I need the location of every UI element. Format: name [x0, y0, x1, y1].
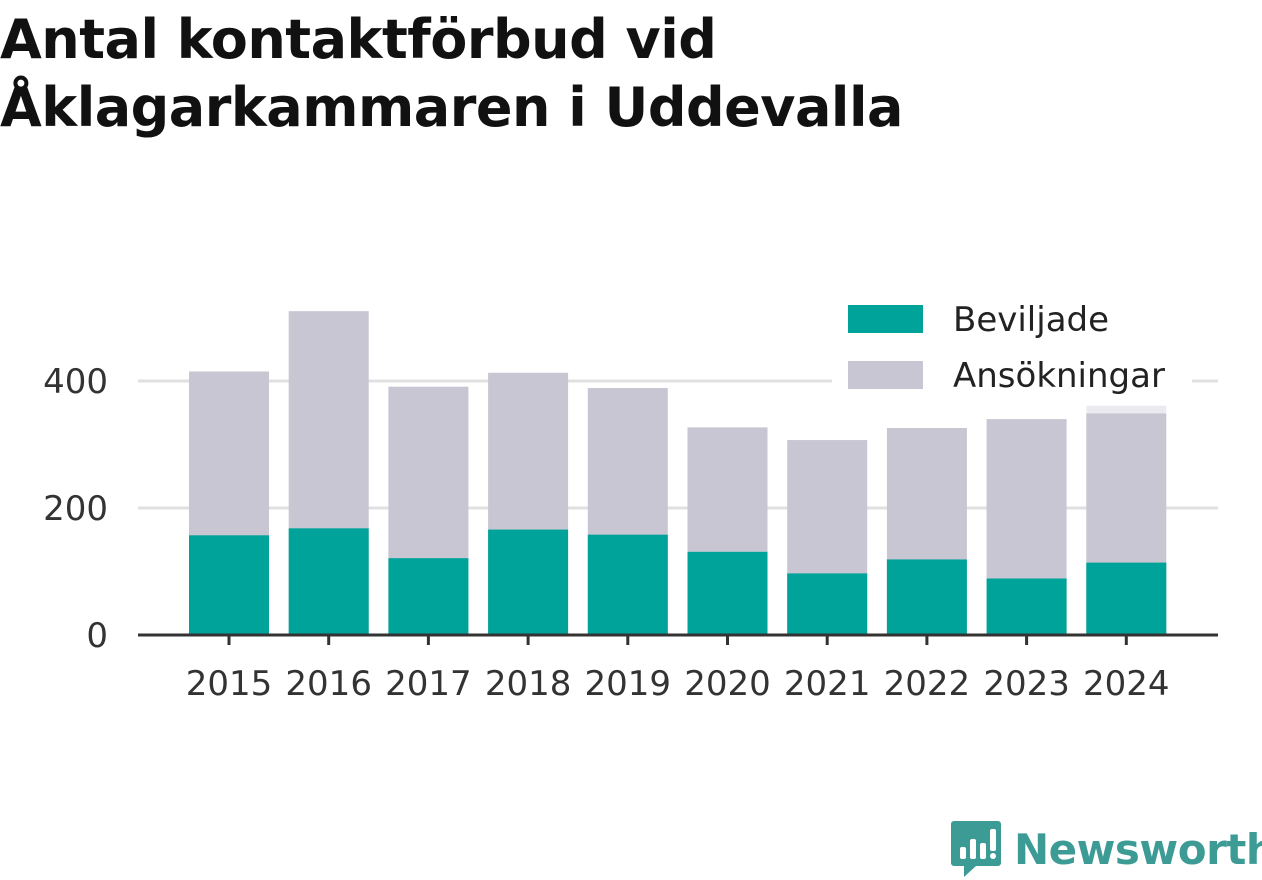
beviljade-bars [189, 528, 1167, 635]
x-axis-tick-labels: 2015 2016 2017 2018 2019 2020 2021 2022 2023 2024 [186, 664, 1170, 704]
x-tick-label-2019: 2019 [585, 664, 672, 704]
bar-beviljade-2019 [587, 534, 668, 635]
bar-ansokningar-2024-projected [1086, 405, 1167, 414]
x-tick-label-2016: 2016 [285, 664, 372, 704]
x-axis [138, 633, 1218, 645]
bar-beviljade-2022 [886, 559, 967, 635]
x-tick-label-2020: 2020 [684, 664, 771, 704]
x-tick-label-2024: 2024 [1083, 664, 1170, 704]
brand-name: Newsworthy [1014, 824, 1262, 874]
x-tick-label-2021: 2021 [784, 664, 871, 704]
y-tick-label-400: 400 [43, 362, 108, 402]
x-tick-label-2023: 2023 [983, 664, 1070, 704]
legend: Beviljade Ansökningar [832, 292, 1192, 400]
bar-beviljade-2017 [388, 558, 469, 635]
y-axis-tick-labels: 0 200 400 [43, 362, 108, 656]
bar-beviljade-2018 [488, 529, 569, 635]
bar-beviljade-2023 [986, 578, 1067, 635]
newsworthy-logo-icon [951, 821, 1001, 877]
bar-beviljade-2016 [288, 528, 369, 635]
legend-label-ansokningar: Ansökningar [953, 356, 1165, 396]
x-tick-label-2017: 2017 [385, 664, 472, 704]
y-tick-label-0: 0 [86, 616, 108, 656]
legend-swatch-beviljade [848, 305, 923, 333]
bar-beviljade-2020 [687, 551, 768, 635]
bar-beviljade-2021 [787, 573, 868, 635]
brand-logo: Newsworthy [950, 818, 1262, 880]
legend-swatch-ansokningar [848, 361, 923, 389]
y-tick-label-200: 200 [43, 489, 108, 529]
x-tick-label-2015: 2015 [186, 664, 273, 704]
bar-beviljade-2015 [189, 535, 269, 635]
bar-beviljade-2024 [1086, 562, 1167, 635]
chart-title: Antal kontaktförbud vid Åklagarkammaren … [0, 8, 903, 139]
x-tick-label-2022: 2022 [884, 664, 971, 704]
legend-label-beviljade: Beviljade [953, 300, 1109, 340]
x-tick-label-2018: 2018 [485, 664, 572, 704]
